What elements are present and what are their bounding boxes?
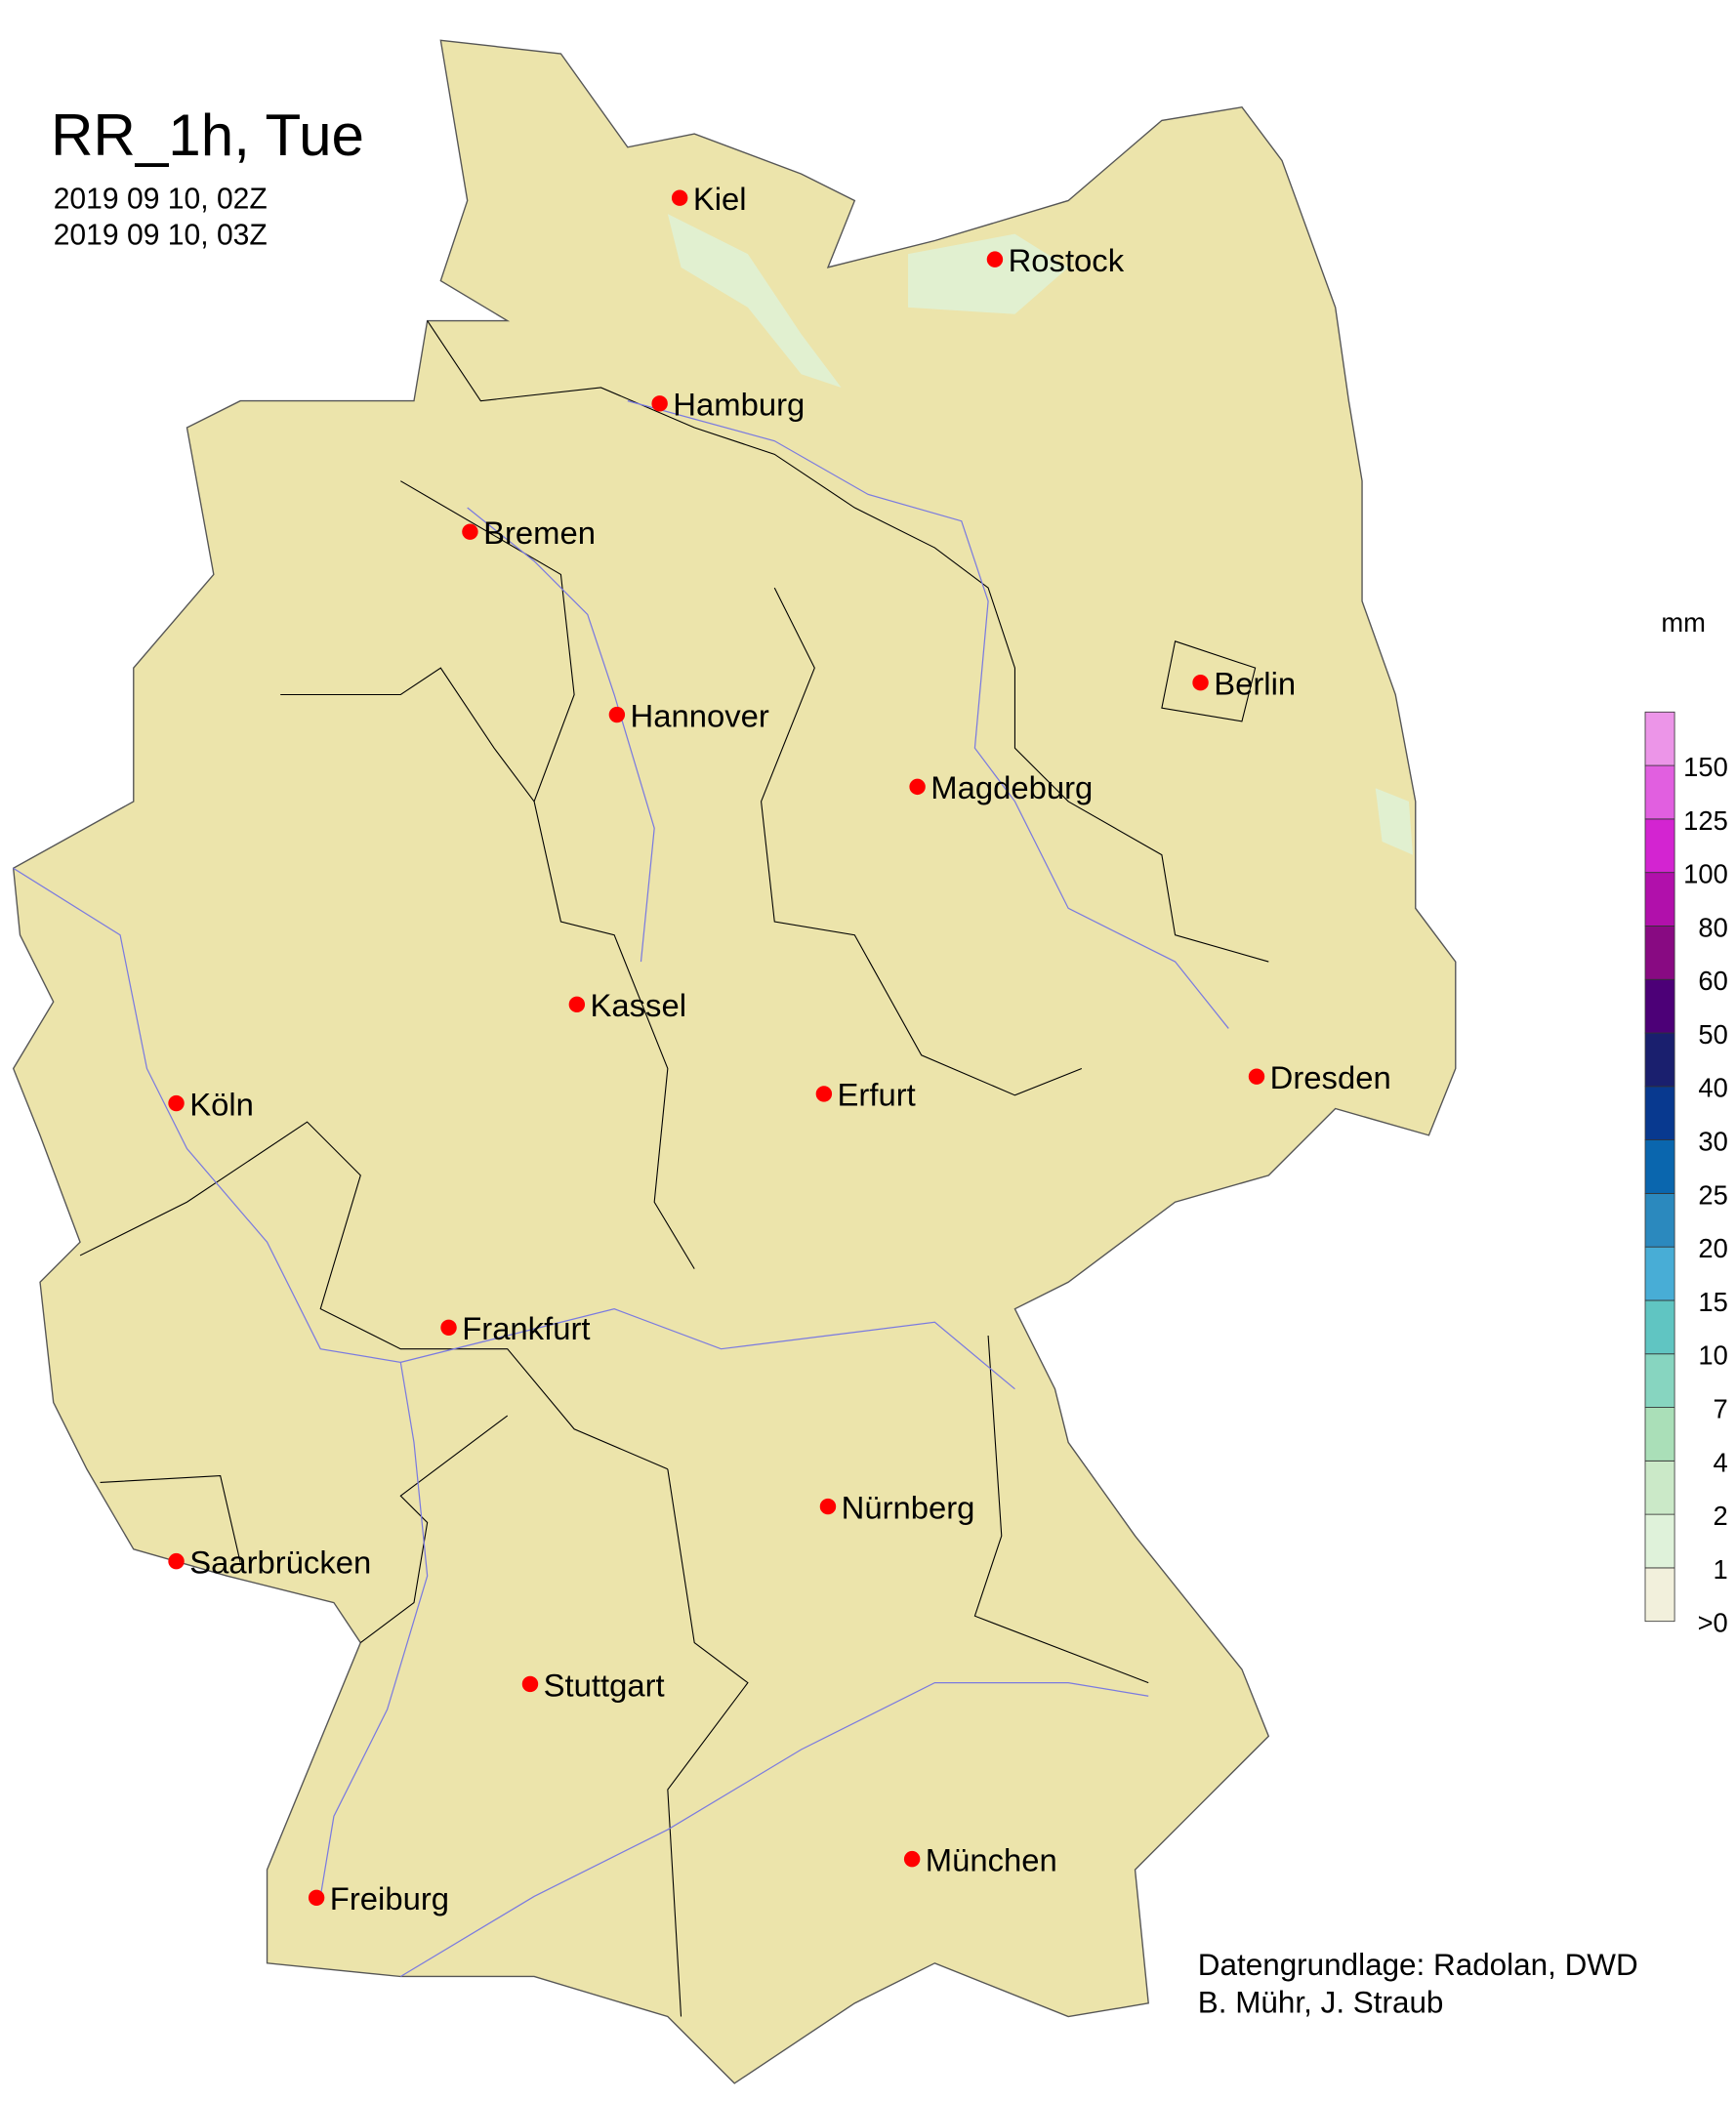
legend-label: 4 — [1714, 1447, 1728, 1477]
city-marker — [608, 706, 626, 723]
city-label: München — [926, 1841, 1057, 1877]
city-marker — [815, 1086, 833, 1102]
legend-swatch — [1644, 1192, 1675, 1248]
city-marker — [168, 1094, 185, 1112]
legend-label: 25 — [1698, 1179, 1727, 1210]
legend-swatch — [1644, 1139, 1675, 1194]
legend-swatch — [1644, 711, 1675, 766]
legend-swatch — [1644, 1513, 1675, 1569]
city-marker — [1192, 674, 1209, 691]
legend-swatch — [1644, 926, 1675, 980]
legend-label: 50 — [1698, 1019, 1727, 1050]
city-marker — [819, 1498, 837, 1515]
city-marker — [909, 778, 926, 796]
legend-label: 40 — [1698, 1073, 1727, 1103]
city-label: Dresden — [1270, 1059, 1391, 1095]
legend-label: 20 — [1698, 1233, 1727, 1263]
city-marker — [903, 1850, 921, 1868]
map-title: RR_1h, Tue — [51, 103, 364, 168]
legend-label: 10 — [1698, 1340, 1727, 1371]
time-end: 2019 09 10, 03Z — [54, 220, 268, 252]
legend-swatch — [1644, 818, 1675, 874]
city-marker — [462, 523, 478, 540]
city-label: Saarbrücken — [189, 1544, 371, 1580]
city-label: Magdeburg — [930, 769, 1093, 805]
legend-label: 80 — [1698, 912, 1727, 942]
legend-swatch — [1644, 1032, 1675, 1088]
city-label: Bremen — [483, 515, 596, 551]
rivers — [13, 400, 1229, 1978]
legend-swatch — [1644, 1353, 1675, 1408]
city-marker — [1248, 1068, 1265, 1085]
time-start: 2019 09 10, 02Z — [54, 184, 268, 216]
legend-swatch — [1644, 1086, 1675, 1141]
city-marker — [440, 1319, 457, 1337]
color-legend: >0 1 2 4 7 10 15 20 25 30 40 50 60 80 100 125 150 — [1644, 711, 1728, 1638]
legend-swatch — [1644, 1567, 1675, 1623]
city-label: Köln — [189, 1086, 254, 1122]
light-rain-patches — [667, 214, 1414, 855]
legend-swatch — [1644, 764, 1675, 820]
city-label: Nürnberg — [842, 1489, 975, 1525]
city-label: Rostock — [1009, 242, 1125, 278]
legend-label: 30 — [1698, 1127, 1727, 1157]
city-marker — [671, 189, 688, 206]
city-label: Berlin — [1214, 666, 1296, 702]
legend-swatch — [1644, 978, 1675, 1034]
city-marker — [168, 1552, 185, 1570]
legend-label: 150 — [1683, 752, 1728, 782]
city-label: Freiburg — [330, 1880, 449, 1916]
legend-swatch — [1644, 1460, 1675, 1515]
city-label: Stuttgart — [544, 1667, 665, 1703]
legend-swatch — [1644, 1299, 1675, 1355]
legend-label: 60 — [1698, 966, 1727, 996]
legend-label: 15 — [1698, 1287, 1727, 1317]
city-label: Frankfurt — [462, 1310, 590, 1346]
city-marker — [521, 1675, 539, 1693]
city-marker — [986, 251, 1004, 268]
city-label: Hamburg — [673, 387, 805, 423]
germany-landmass — [12, 39, 1457, 2084]
legend-unit: mm — [1661, 607, 1706, 638]
city-markers: Kiel Rostock Hamburg Bremen Berlin Hannover Ma… — [168, 181, 1391, 1916]
legend-label: 100 — [1683, 859, 1728, 889]
city-label: Kassel — [591, 987, 687, 1023]
legend-label: 125 — [1683, 805, 1728, 836]
legend-swatch — [1644, 872, 1675, 927]
legend-swatch — [1644, 1246, 1675, 1301]
legend-label: >0 — [1698, 1608, 1728, 1638]
city-marker — [651, 395, 668, 412]
city-marker — [308, 1889, 325, 1907]
city-label: Hannover — [631, 697, 769, 733]
city-label: Erfurt — [838, 1077, 916, 1113]
city-marker — [568, 996, 586, 1013]
legend-label: 2 — [1714, 1501, 1728, 1531]
state-borders — [79, 320, 1269, 2017]
credits-source: Datengrundlage: Radolan, DWD — [1198, 1948, 1638, 1982]
legend-swatch — [1644, 1407, 1675, 1462]
legend-label: 7 — [1714, 1393, 1728, 1423]
city-label: Kiel — [693, 181, 747, 217]
legend-label: 1 — [1714, 1554, 1728, 1585]
credits-authors: B. Mühr, J. Straub — [1198, 1985, 1444, 2019]
